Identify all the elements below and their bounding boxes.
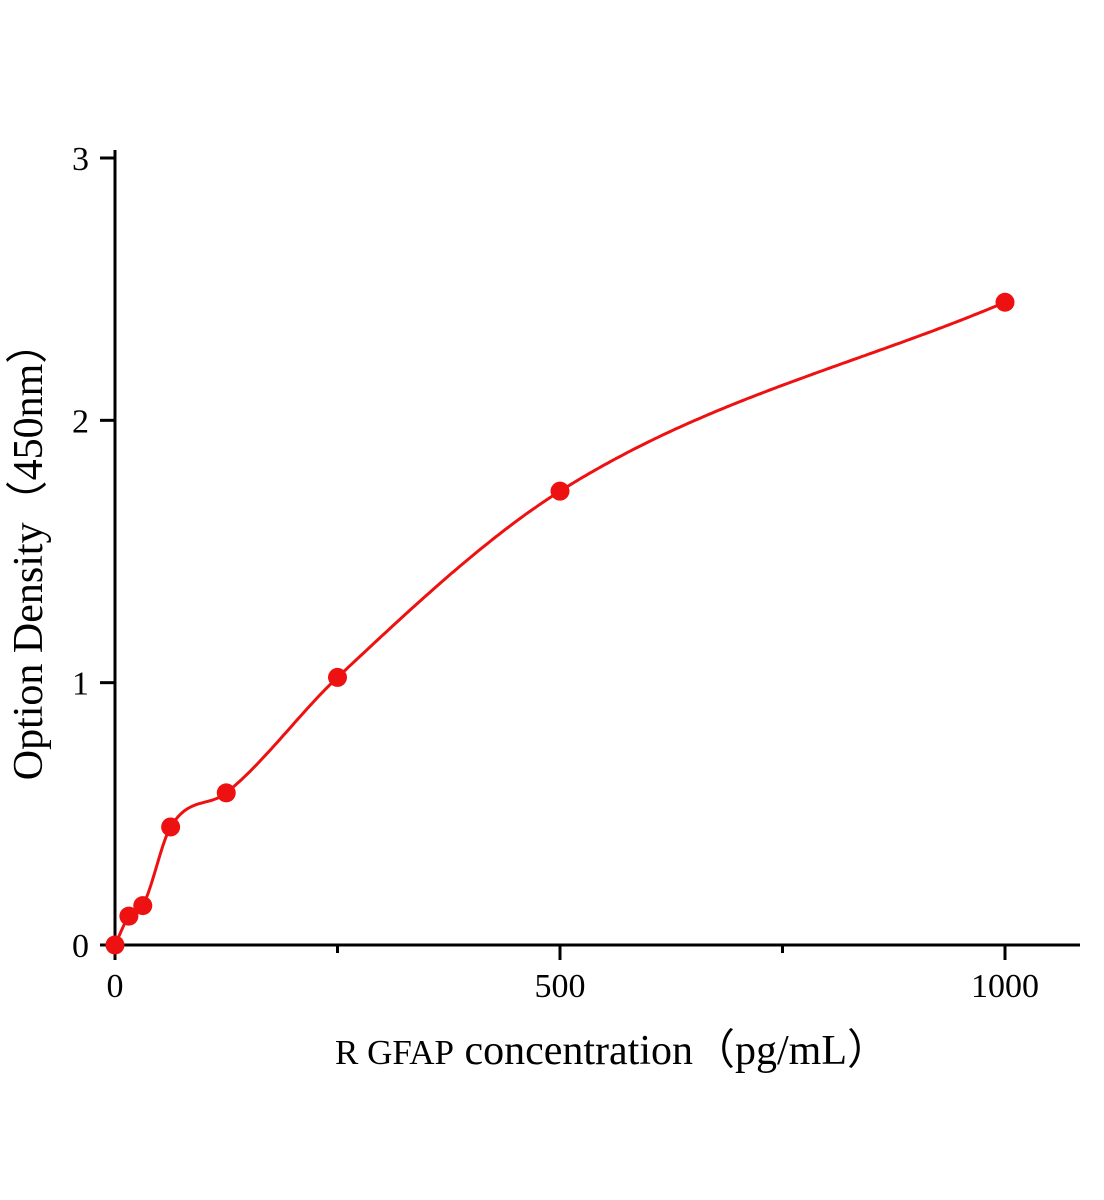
fit-curve — [113, 300, 1007, 947]
data-point — [105, 935, 125, 955]
x-axis-title: R GFAP concentration（pg/mL） — [335, 1028, 889, 1074]
data-point — [216, 783, 236, 803]
data-point — [328, 667, 347, 687]
x-axis-title-prefix: R GFAP — [335, 1033, 454, 1072]
x-tick-label: 500 — [535, 968, 586, 1005]
y-tick-label: 3 — [72, 141, 89, 178]
x-tick-label: 0 — [107, 968, 124, 1005]
data-point — [119, 906, 139, 926]
y-tick-label: 0 — [72, 928, 89, 965]
data-point — [550, 481, 570, 501]
x-tick-label: 1000 — [971, 968, 1039, 1005]
data-point — [133, 896, 153, 916]
y-tick-label: 2 — [72, 403, 89, 440]
data-point — [161, 817, 181, 837]
x-axis-title-rest: concentration（pg/mL） — [454, 1028, 889, 1074]
plot-layer: 0 500 1000 0 1 2 3 — [72, 141, 1080, 1005]
y-tick-label: 1 — [72, 666, 89, 703]
y-axis-title: Option Density（450nm） — [6, 322, 52, 781]
data-point — [995, 292, 1015, 312]
